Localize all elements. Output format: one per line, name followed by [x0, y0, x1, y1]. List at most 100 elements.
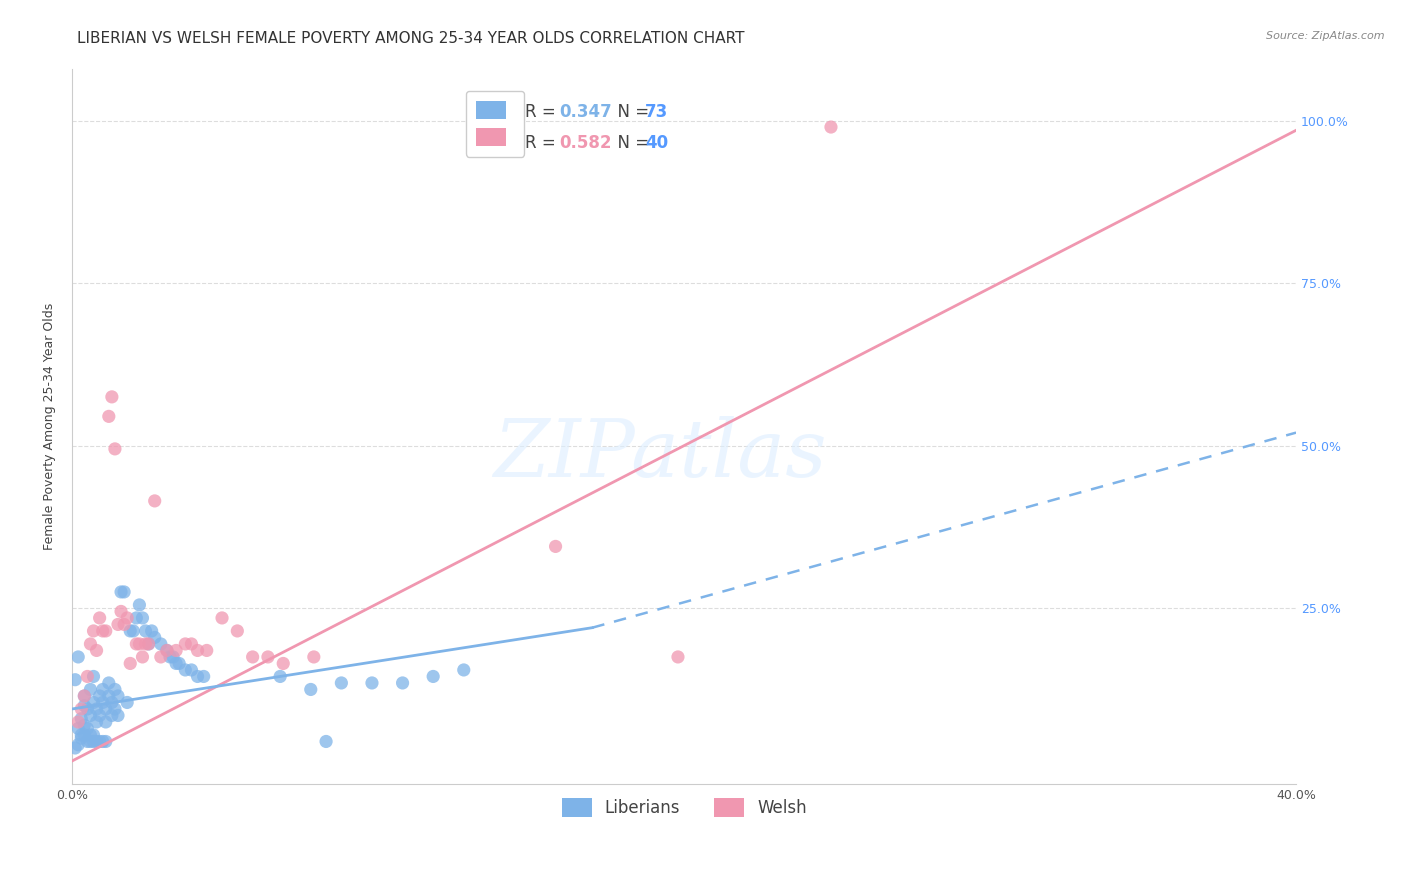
Text: R =: R =	[524, 135, 561, 153]
Point	[76, 722, 98, 736]
Point	[131, 611, 153, 625]
Point	[299, 682, 322, 697]
Point	[91, 624, 114, 638]
Point	[104, 442, 127, 456]
Text: 73: 73	[645, 103, 668, 120]
Point	[76, 734, 98, 748]
Point	[149, 649, 172, 664]
Point	[94, 734, 117, 748]
Text: R =: R =	[524, 103, 561, 120]
Point	[544, 540, 567, 554]
Point	[165, 657, 187, 671]
Point	[110, 604, 132, 618]
Point	[149, 637, 172, 651]
Point	[138, 637, 160, 651]
Point	[107, 617, 129, 632]
Point	[89, 708, 111, 723]
Point	[135, 624, 157, 638]
Point	[125, 637, 148, 651]
Point	[269, 669, 291, 683]
Point	[67, 714, 90, 729]
Point	[110, 585, 132, 599]
Point	[112, 585, 135, 599]
Point	[156, 643, 179, 657]
Point	[211, 611, 233, 625]
Point	[97, 689, 120, 703]
Point	[67, 649, 90, 664]
Text: 0.582: 0.582	[560, 135, 612, 153]
Point	[330, 676, 353, 690]
Point	[86, 714, 108, 729]
Point	[73, 698, 96, 713]
Point	[128, 598, 150, 612]
Point	[174, 663, 197, 677]
Point	[120, 624, 142, 638]
Point	[141, 624, 163, 638]
Point	[820, 120, 842, 134]
Point	[63, 673, 86, 687]
Point	[115, 611, 138, 625]
Point	[73, 718, 96, 732]
Text: N =: N =	[607, 135, 654, 153]
Point	[180, 663, 202, 677]
Point	[101, 696, 124, 710]
Point	[79, 734, 101, 748]
Point	[91, 696, 114, 710]
Text: 0.347: 0.347	[560, 103, 612, 120]
Point	[361, 676, 384, 690]
Point	[83, 669, 105, 683]
Point	[131, 649, 153, 664]
Point	[86, 734, 108, 748]
Point	[70, 731, 93, 746]
Text: 40: 40	[645, 135, 668, 153]
Point	[63, 741, 86, 756]
Point	[70, 728, 93, 742]
Point	[391, 676, 413, 690]
Point	[422, 669, 444, 683]
Text: N =: N =	[607, 103, 654, 120]
Text: ZIPatlas: ZIPatlas	[494, 416, 827, 493]
Point	[70, 712, 93, 726]
Point	[104, 682, 127, 697]
Point	[83, 696, 105, 710]
Point	[107, 708, 129, 723]
Point	[70, 702, 93, 716]
Point	[135, 637, 157, 651]
Point	[165, 643, 187, 657]
Point	[115, 696, 138, 710]
Point	[193, 669, 215, 683]
Point	[159, 649, 181, 664]
Point	[67, 722, 90, 736]
Point	[315, 734, 337, 748]
Point	[94, 624, 117, 638]
Point	[89, 689, 111, 703]
Point	[94, 714, 117, 729]
Text: Source: ZipAtlas.com: Source: ZipAtlas.com	[1267, 31, 1385, 41]
Point	[104, 702, 127, 716]
Point	[86, 702, 108, 716]
Point	[101, 708, 124, 723]
Point	[83, 734, 105, 748]
Point	[271, 657, 294, 671]
Point	[107, 689, 129, 703]
Point	[79, 728, 101, 742]
Point	[73, 689, 96, 703]
Point	[138, 637, 160, 651]
Point	[86, 643, 108, 657]
Point	[73, 689, 96, 703]
Point	[143, 631, 166, 645]
Point	[112, 617, 135, 632]
Point	[79, 637, 101, 651]
Point	[97, 676, 120, 690]
Point	[162, 649, 184, 664]
Point	[89, 734, 111, 748]
Point	[666, 649, 689, 664]
Point	[89, 611, 111, 625]
Point	[83, 624, 105, 638]
Legend: Liberians, Welsh: Liberians, Welsh	[553, 790, 815, 825]
Y-axis label: Female Poverty Among 25-34 Year Olds: Female Poverty Among 25-34 Year Olds	[44, 302, 56, 549]
Point	[120, 657, 142, 671]
Point	[174, 637, 197, 651]
Point	[143, 494, 166, 508]
Point	[73, 728, 96, 742]
